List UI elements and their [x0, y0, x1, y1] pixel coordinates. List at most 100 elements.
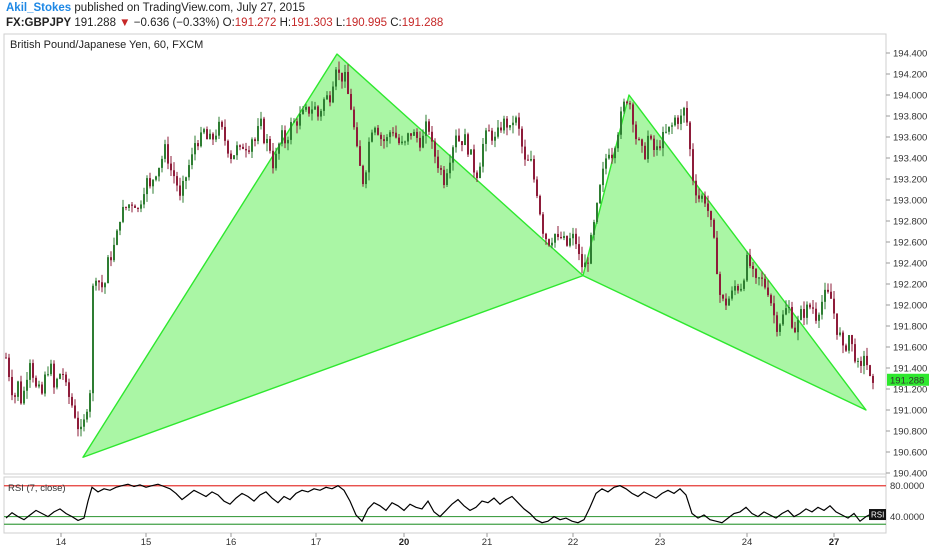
rsi-pane[interactable] [3, 476, 887, 534]
candle-body [815, 308, 817, 321]
candle-body [89, 393, 91, 412]
candle-body [434, 141, 436, 157]
price-tick-label: 194.400 [893, 49, 927, 60]
candle-body [443, 169, 445, 186]
candle-body [599, 185, 601, 204]
candle-body [110, 257, 112, 261]
candle-body [695, 180, 697, 196]
candle-body [407, 133, 409, 142]
author-link[interactable]: Akil_Stokes [6, 2, 72, 14]
candle-body [539, 195, 541, 215]
candle-body [524, 146, 526, 160]
candle-body [326, 95, 328, 100]
candle-body [515, 117, 517, 123]
candle-body [698, 195, 700, 199]
candle-body [323, 99, 325, 111]
candle-body [428, 121, 430, 132]
candle-body [683, 107, 685, 116]
candle-body [506, 118, 508, 128]
candle-body [329, 95, 331, 103]
price-tick-label: 192.000 [893, 301, 927, 312]
candle-body [230, 153, 232, 160]
candle-body [290, 122, 292, 140]
candle-body [566, 235, 568, 246]
candle-body [80, 426, 82, 430]
candle-body [401, 141, 403, 144]
price-tick-label: 190.800 [893, 427, 927, 438]
candle-body [308, 106, 310, 114]
candle-body [548, 239, 550, 246]
candle-body [293, 121, 295, 123]
candle-body [734, 285, 736, 291]
candle-body [788, 307, 790, 309]
candle-body [341, 72, 343, 82]
candle-body [722, 294, 724, 299]
price-tick-label: 193.600 [893, 133, 927, 144]
candle-body [41, 384, 43, 394]
candle-body [248, 150, 250, 152]
candle-body [377, 127, 379, 135]
candle-body [848, 335, 850, 351]
candle-body [467, 134, 469, 155]
candle-body [512, 122, 514, 126]
open-label: O: [222, 17, 235, 29]
candle-body [755, 268, 757, 278]
candle-body [821, 301, 823, 315]
candle-body [623, 101, 625, 112]
candle-body [206, 129, 208, 140]
candle-body [338, 69, 340, 73]
candle-body [380, 134, 382, 140]
candle-body [740, 288, 742, 291]
candle-body [371, 132, 373, 142]
candle-body [422, 135, 424, 148]
candle-body [704, 195, 706, 204]
candle-body [449, 162, 451, 174]
candle-body [746, 254, 748, 281]
candle-body [320, 110, 322, 117]
symbol-label: FX:GBPJPY [6, 17, 72, 29]
candle-body [818, 314, 820, 321]
candle-body [653, 138, 655, 150]
candle-body [758, 277, 760, 279]
candle-body [269, 138, 271, 151]
candle-body [464, 134, 466, 146]
candle-body [725, 298, 727, 306]
time-tick-label: 24 [742, 537, 753, 548]
candle-body [200, 132, 202, 147]
candle-body [179, 185, 181, 196]
price-tick-label: 192.600 [893, 238, 927, 249]
candle-body [638, 139, 640, 141]
candle-body [299, 114, 301, 126]
candle-body [257, 126, 259, 142]
candle-body [47, 374, 49, 376]
candle-body [173, 170, 175, 177]
candle-body [731, 290, 733, 299]
candle-body [770, 295, 772, 304]
candle-body [266, 138, 268, 144]
candle-body [188, 165, 190, 178]
candle-body [14, 395, 16, 397]
pattern-xab-triangle [82, 53, 584, 458]
price-tick-label: 191.000 [893, 406, 927, 417]
candle-body [212, 133, 214, 140]
candle-body [569, 238, 571, 246]
candle-body [26, 379, 28, 391]
candle-body [797, 319, 799, 333]
candle-body [104, 283, 106, 288]
candle-body [563, 235, 565, 239]
candle-body [35, 377, 37, 387]
price-tick-label: 191.600 [893, 343, 927, 354]
candle-body [8, 357, 10, 378]
candle-body [95, 280, 97, 286]
candle-body [491, 130, 493, 141]
candle-body [677, 117, 679, 124]
candle-body [359, 146, 361, 166]
candle-body [101, 282, 103, 288]
price-axis: 194.400 194.200 194.000 193.800 193.600 193.4… [886, 49, 927, 480]
candle-body [470, 149, 472, 155]
candle-body [575, 233, 577, 245]
candle-body [716, 237, 718, 275]
chart-header: Akil_Stokes published on TradingView.com… [0, 0, 932, 32]
candle-body [389, 132, 391, 138]
